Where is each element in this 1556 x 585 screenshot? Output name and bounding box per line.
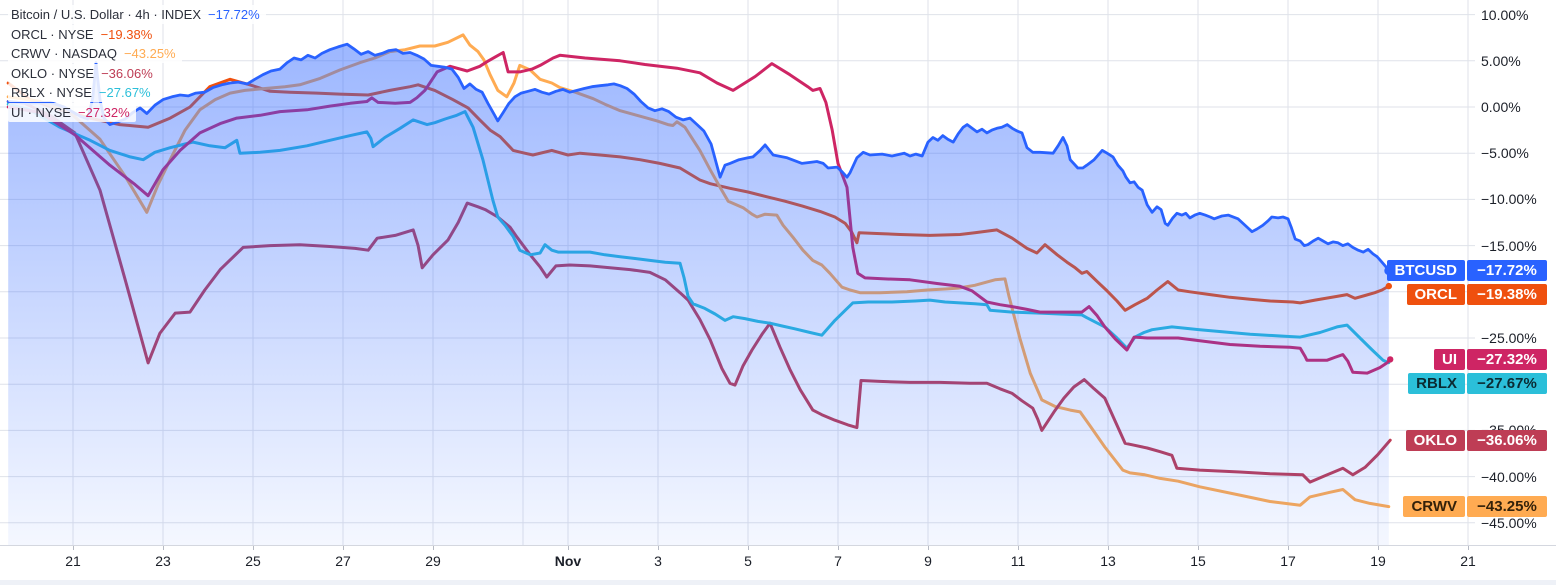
legend-symbol-title: UI · NYSE (11, 104, 71, 120)
legend-symbol-title: OKLO · NYSE (11, 65, 95, 81)
legend-row-rblx[interactable]: RBLX · NYSE −27.67% (8, 83, 266, 103)
legend-change-value: −27.32% (77, 104, 130, 120)
time-axis-tick (343, 546, 344, 550)
legend-change-value: −36.06% (101, 65, 153, 81)
time-axis-tick (433, 546, 434, 550)
price-axis-label: 0.00% (1481, 99, 1521, 115)
time-axis-label: 21 (65, 553, 81, 569)
price-axis[interactable]: 10.00% 5.00% 0.00% −5.00% −10.00% −15.00% −20.… (1475, 0, 1556, 545)
time-axis-tick (163, 546, 164, 550)
time-axis-tick (568, 546, 569, 550)
legend-change-value: −17.72% (208, 7, 260, 22)
legend-chip: Bitcoin / U.S. Dollar · 4h · INDEX −17.72… (8, 5, 266, 24)
price-axis-label: 10.00% (1481, 6, 1529, 23)
legend-chip: OKLO · NYSE −36.06% (8, 63, 159, 83)
price-axis-label: −30.00% (1481, 376, 1537, 393)
time-axis-tick (1018, 546, 1019, 550)
legend-row-oklo[interactable]: OKLO · NYSE −36.06% (8, 63, 266, 84)
time-axis-tick (658, 546, 659, 550)
time-axis-label: 29 (425, 553, 441, 569)
legend-row-btcusd[interactable]: Bitcoin / U.S. Dollar · 4h · INDEX −17.72… (8, 5, 266, 25)
time-axis-tick (253, 546, 254, 550)
price-axis-label: −25.00% (1481, 330, 1537, 346)
price-axis-label: −20.00% (1481, 283, 1537, 300)
time-axis-tick (838, 546, 839, 550)
time-axis-label: 15 (1190, 553, 1206, 569)
price-axis-label: −35.00% (1481, 422, 1537, 439)
time-axis-tick (73, 546, 74, 550)
price-axis-label: −15.00% (1481, 237, 1537, 254)
legend-chip: ORCL · NYSE −19.38% (8, 24, 159, 44)
time-axis-tick (1108, 546, 1109, 550)
legend-row-crwv[interactable]: CRWV · NASDAQ −43.25% (8, 44, 266, 64)
time-axis-bottom-strip (0, 580, 1556, 585)
last-dot-btcusd (1384, 266, 1394, 276)
time-axis-label: 11 (1010, 553, 1026, 569)
price-axis-label: 5.00% (1481, 52, 1521, 69)
time-axis-tick (1468, 546, 1469, 550)
legend-chip: UI · NYSE −27.32% (8, 102, 136, 122)
price-axis-label: −40.00% (1481, 468, 1537, 485)
time-axis-tick (748, 546, 749, 550)
series-line-btcusd[interactable] (6, 42, 1391, 273)
legend-row-orcl[interactable]: ORCL · NYSE −19.38% (8, 24, 266, 45)
legend-row-ui[interactable]: UI · NYSE −27.32% (8, 102, 266, 123)
time-axis-tick (1288, 546, 1289, 550)
legend-change-value: −27.67% (98, 85, 151, 101)
time-axis-label: 17 (1280, 553, 1296, 569)
time-axis-label: 5 (744, 553, 752, 569)
time-axis-label: 27 (335, 553, 351, 569)
time-axis-label: 13 (1100, 553, 1116, 569)
legend-chip: CRWV · NASDAQ −43.25% (8, 44, 182, 64)
time-axis-label: 25 (245, 553, 261, 569)
legend-symbol-title: ORCL · NYSE (11, 26, 94, 42)
legend-symbol-title: RBLX · NYSE (11, 85, 92, 101)
time-axis-label: 21 (1460, 553, 1476, 569)
time-axis-label: Nov (554, 553, 582, 569)
legend: Bitcoin / U.S. Dollar · 4h · INDEX −17.72… (8, 5, 266, 123)
time-axis-tick (928, 546, 929, 550)
time-axis[interactable]: 21 23 25 27 29 Nov 3 5 7 9 11 13 15 17 19 21 (0, 545, 1556, 581)
legend-chip: RBLX · NYSE −27.67% (8, 83, 157, 103)
time-axis-label: 23 (155, 553, 171, 569)
legend-symbol-title: CRWV · NASDAQ (11, 46, 117, 62)
btc-area-fill[interactable] (8, 44, 1389, 545)
time-axis-label: 9 (924, 553, 932, 569)
legend-symbol-title: Bitcoin / U.S. Dollar · 4h · INDEX (11, 7, 201, 22)
time-axis-label: 3 (654, 553, 662, 569)
time-axis-label: 19 (1370, 553, 1386, 569)
price-axis-label: −45.00% (1481, 514, 1537, 531)
legend-change-value: −19.38% (100, 26, 153, 42)
last-dot-ui (1387, 356, 1394, 363)
last-dot-orcl (1385, 282, 1393, 290)
price-axis-label: −10.00% (1481, 191, 1537, 208)
legend-change-value: −43.25% (123, 46, 176, 62)
time-axis-label: 7 (834, 553, 842, 569)
time-axis-tick (1378, 546, 1379, 550)
price-axis-label: −5.00% (1481, 145, 1529, 162)
time-axis-tick (1198, 546, 1199, 550)
